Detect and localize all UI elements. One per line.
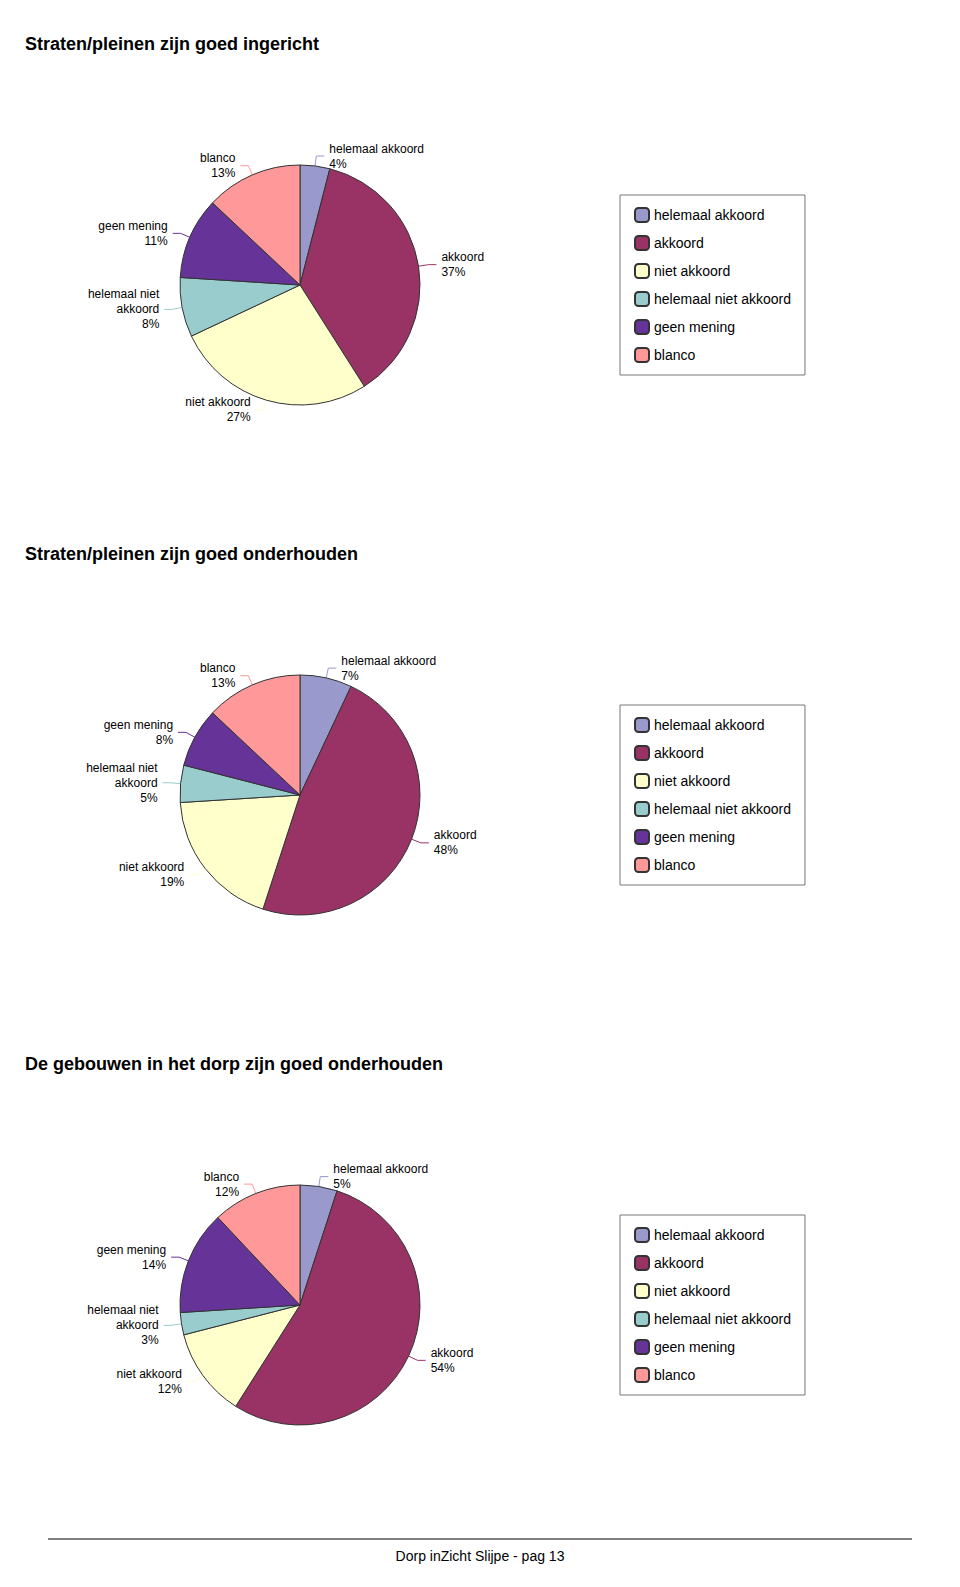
svg-text:Straten/pleinen zijn goed onde: Straten/pleinen zijn goed onderhouden: [25, 544, 358, 564]
svg-text:akkoord: akkoord: [434, 828, 477, 842]
svg-text:helemaal niet: helemaal niet: [88, 287, 160, 301]
svg-text:akkoord: akkoord: [431, 1346, 474, 1360]
svg-text:5%: 5%: [333, 1177, 351, 1191]
svg-text:5%: 5%: [140, 791, 158, 805]
svg-text:19%: 19%: [160, 875, 184, 889]
svg-text:akkoord: akkoord: [654, 1255, 704, 1271]
svg-text:37%: 37%: [441, 265, 465, 279]
svg-text:helemaal akkoord: helemaal akkoord: [654, 717, 765, 733]
svg-text:blanco: blanco: [204, 1170, 240, 1184]
svg-text:54%: 54%: [431, 1361, 455, 1375]
svg-text:niet akkoord: niet akkoord: [185, 395, 250, 409]
svg-text:niet akkoord: niet akkoord: [119, 860, 184, 874]
svg-text:akkoord: akkoord: [117, 302, 160, 316]
svg-text:helemaal niet akkoord: helemaal niet akkoord: [654, 291, 791, 307]
svg-text:blanco: blanco: [200, 151, 236, 165]
svg-text:helemaal niet: helemaal niet: [87, 1303, 159, 1317]
svg-text:27%: 27%: [227, 410, 251, 424]
svg-text:4%: 4%: [329, 157, 347, 171]
svg-text:Dorp inZicht Slijpe - pag 13: Dorp inZicht Slijpe - pag 13: [396, 1548, 565, 1564]
svg-text:geen mening: geen mening: [97, 1243, 166, 1257]
svg-text:akkoord: akkoord: [441, 250, 484, 264]
svg-text:geen mening: geen mening: [98, 219, 167, 233]
svg-text:blanco: blanco: [654, 347, 695, 363]
svg-text:niet akkoord: niet akkoord: [116, 1367, 181, 1381]
svg-text:13%: 13%: [211, 676, 235, 690]
svg-text:7%: 7%: [341, 669, 359, 683]
svg-text:niet akkoord: niet akkoord: [654, 263, 730, 279]
svg-text:11%: 11%: [145, 234, 168, 248]
svg-text:De gebouwen in het dorp zijn g: De gebouwen in het dorp zijn goed onderh…: [25, 1054, 443, 1074]
svg-text:helemaal niet akkoord: helemaal niet akkoord: [654, 801, 791, 817]
svg-text:helemaal niet akkoord: helemaal niet akkoord: [654, 1311, 791, 1327]
svg-text:14%: 14%: [142, 1258, 166, 1272]
svg-text:akkoord: akkoord: [115, 776, 158, 790]
svg-text:Straten/pleinen zijn goed inge: Straten/pleinen zijn goed ingericht: [25, 34, 319, 54]
svg-text:blanco: blanco: [654, 1367, 695, 1383]
svg-text:13%: 13%: [211, 166, 235, 180]
svg-text:helemaal akkoord: helemaal akkoord: [329, 142, 424, 156]
svg-text:akkoord: akkoord: [116, 1318, 159, 1332]
svg-text:geen mening: geen mening: [654, 1339, 735, 1355]
svg-text:niet akkoord: niet akkoord: [654, 773, 730, 789]
svg-text:48%: 48%: [434, 843, 458, 857]
svg-text:8%: 8%: [142, 317, 160, 331]
svg-text:helemaal akkoord: helemaal akkoord: [654, 1227, 765, 1243]
svg-text:helemaal akkoord: helemaal akkoord: [341, 654, 436, 668]
svg-text:geen mening: geen mening: [104, 718, 173, 732]
svg-text:helemaal niet: helemaal niet: [86, 761, 158, 775]
svg-text:blanco: blanco: [200, 661, 236, 675]
svg-text:niet akkoord: niet akkoord: [654, 1283, 730, 1299]
svg-text:geen mening: geen mening: [654, 829, 735, 845]
svg-text:3%: 3%: [141, 1333, 159, 1347]
svg-text:blanco: blanco: [654, 857, 695, 873]
svg-text:helemaal akkoord: helemaal akkoord: [654, 207, 765, 223]
svg-text:12%: 12%: [158, 1382, 182, 1396]
svg-text:geen mening: geen mening: [654, 319, 735, 335]
svg-text:akkoord: akkoord: [654, 235, 704, 251]
svg-text:12%: 12%: [215, 1185, 239, 1199]
svg-text:8%: 8%: [156, 733, 174, 747]
svg-text:akkoord: akkoord: [654, 745, 704, 761]
svg-text:helemaal akkoord: helemaal akkoord: [333, 1162, 428, 1176]
